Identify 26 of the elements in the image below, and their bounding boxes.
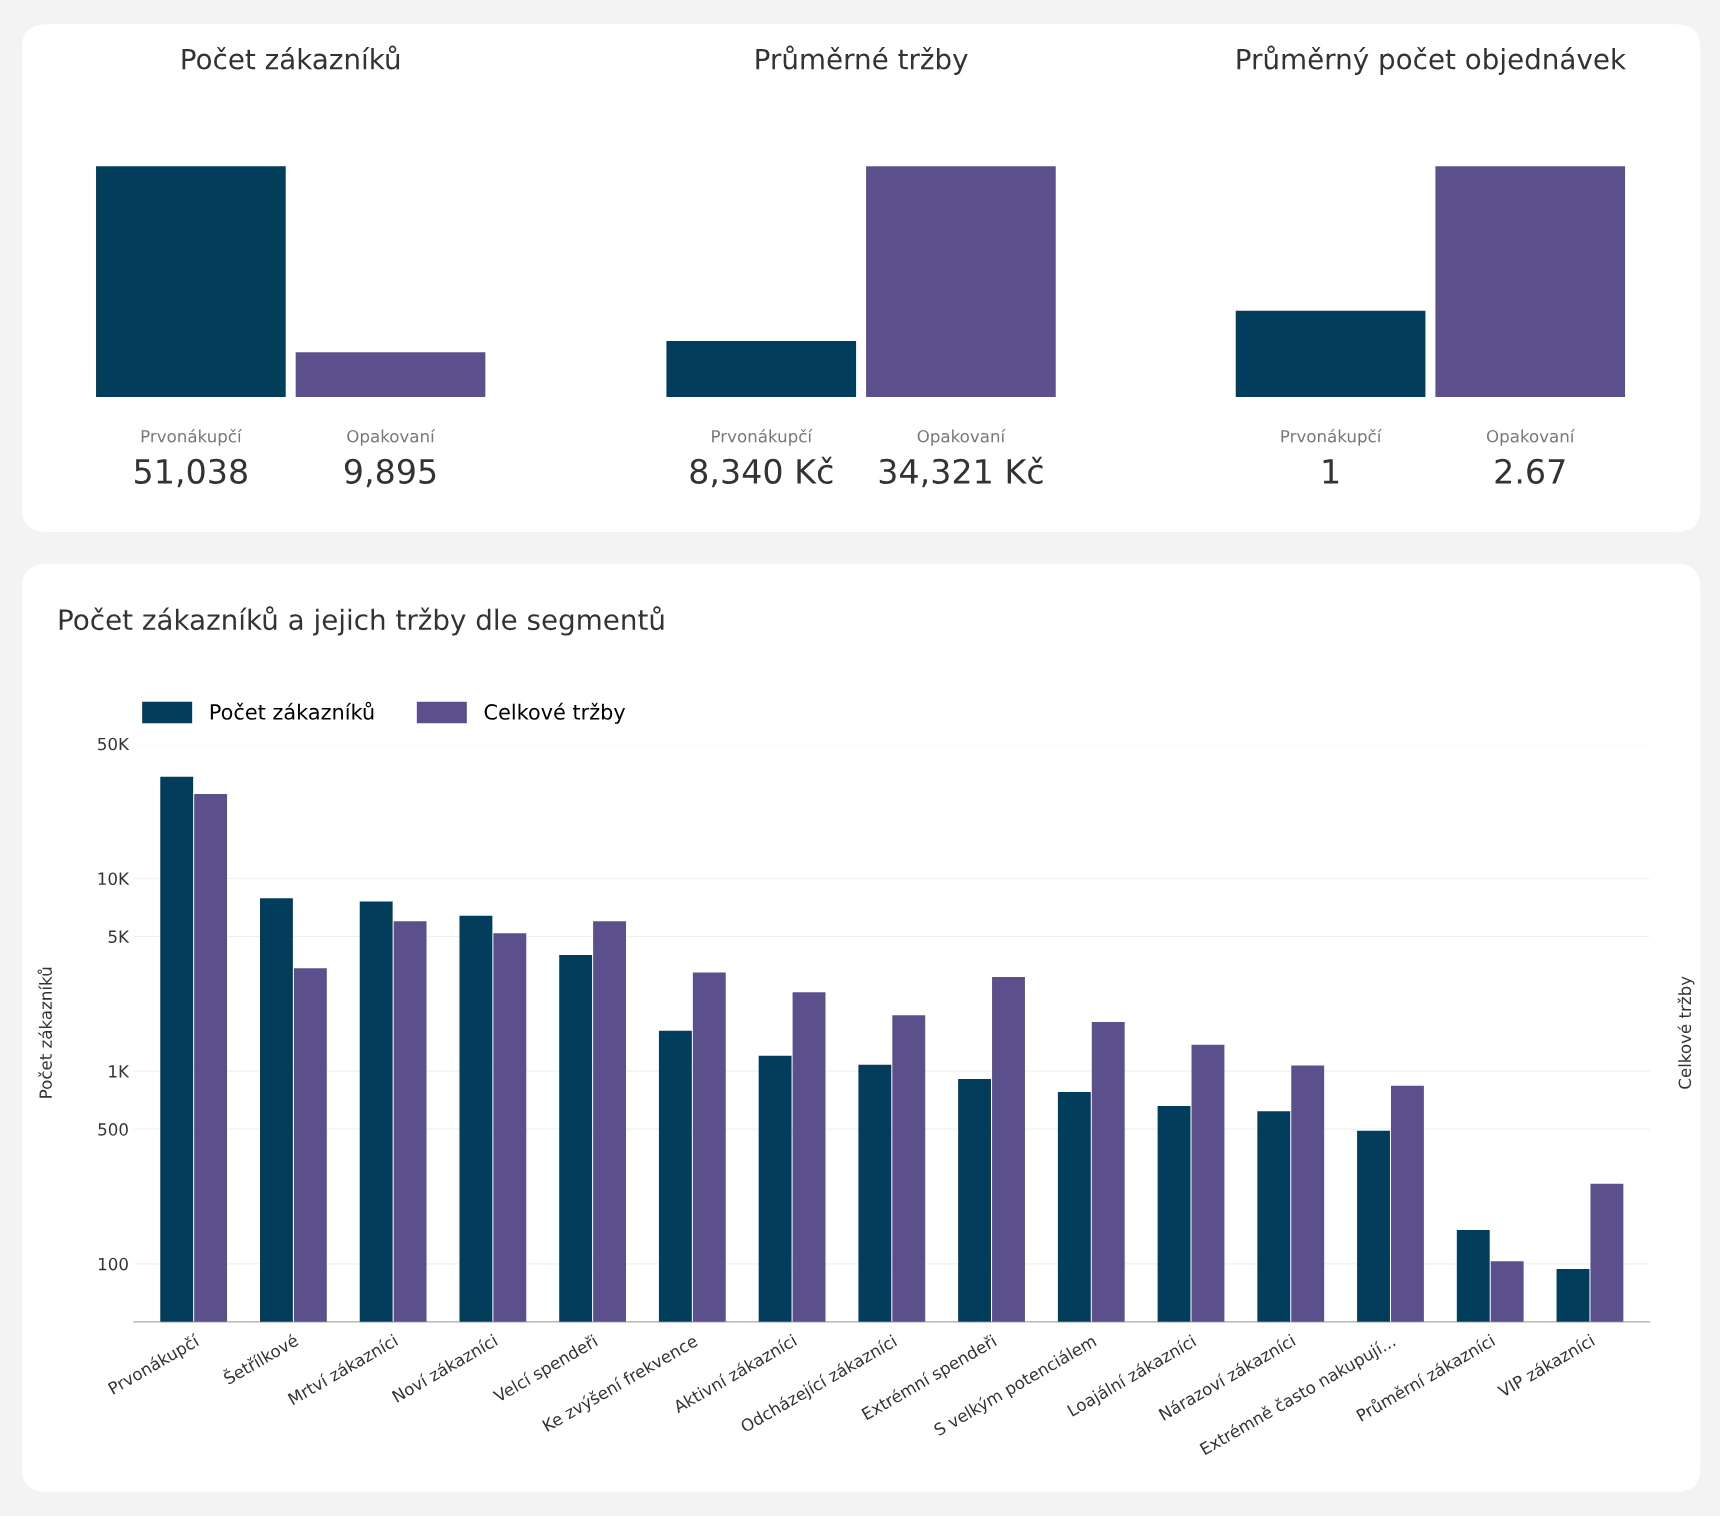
x-tick-label: Prvonákupčí [141, 428, 243, 446]
data-label: 2.67 [1495, 458, 1565, 484]
data-label: 9,895 [344, 458, 436, 488]
data-label: 8,340 Kč [690, 456, 833, 488]
x-tick-label: Opakovaní [917, 428, 1006, 446]
x-tick-label: Opakovaní [347, 428, 436, 446]
x-tick-label: Opakovaní [1486, 428, 1575, 446]
y-tick-label: 500 [98, 1123, 128, 1136]
data-label: 34,321 Kč [879, 456, 1043, 488]
y-tick-label: 5K [108, 930, 130, 944]
legend-label: Počet zákazníků [210, 701, 374, 720]
chart-title: Průměrné tržby [756, 45, 968, 75]
chart-title: Počet zákazníků a jejich tržby dle segmentů [59, 606, 664, 636]
chart-title: Průměrný počet objednávek [1237, 45, 1626, 75]
chart-title: Počet zákazníků [182, 45, 400, 70]
y-axis-title: Počet zákazníků [37, 967, 52, 1098]
y-tick-label: 50K [98, 737, 130, 751]
data-label: 1 [1323, 459, 1339, 484]
y-tick-label: 1K [109, 1065, 130, 1078]
y2-axis-title: Celkové tržby [1677, 976, 1695, 1089]
x-tick-label: Prvonákupčí [712, 428, 813, 446]
y-tick-label: 100 [98, 1257, 128, 1271]
data-label: 51,038 [135, 458, 247, 488]
legend-label: Celkové tržby [484, 702, 626, 724]
y-tick-label: 10K [98, 872, 130, 885]
x-tick-label: Prvonákupčí [1281, 428, 1382, 446]
